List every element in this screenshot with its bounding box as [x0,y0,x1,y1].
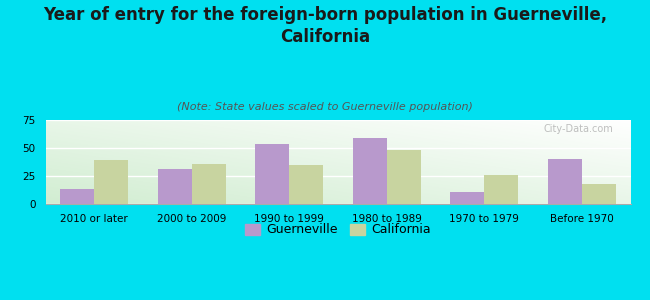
Text: (Note: State values scaled to Guerneville population): (Note: State values scaled to Guernevill… [177,103,473,112]
Bar [192,164,226,204]
Text: City-Data.com: City-Data.com [543,124,613,134]
Text: Year of entry for the foreign-born population in Guerneville,
California: Year of entry for the foreign-born popul… [43,6,607,46]
Bar [60,189,94,204]
Bar [157,169,192,204]
Bar [94,160,129,204]
Bar [547,159,582,204]
Bar [289,165,324,204]
Bar [353,138,387,204]
Bar [484,175,519,204]
Legend: Guerneville, California: Guerneville, California [240,218,436,242]
Bar [582,184,616,204]
Bar [450,192,484,204]
Bar [255,143,289,204]
Bar [387,150,421,204]
